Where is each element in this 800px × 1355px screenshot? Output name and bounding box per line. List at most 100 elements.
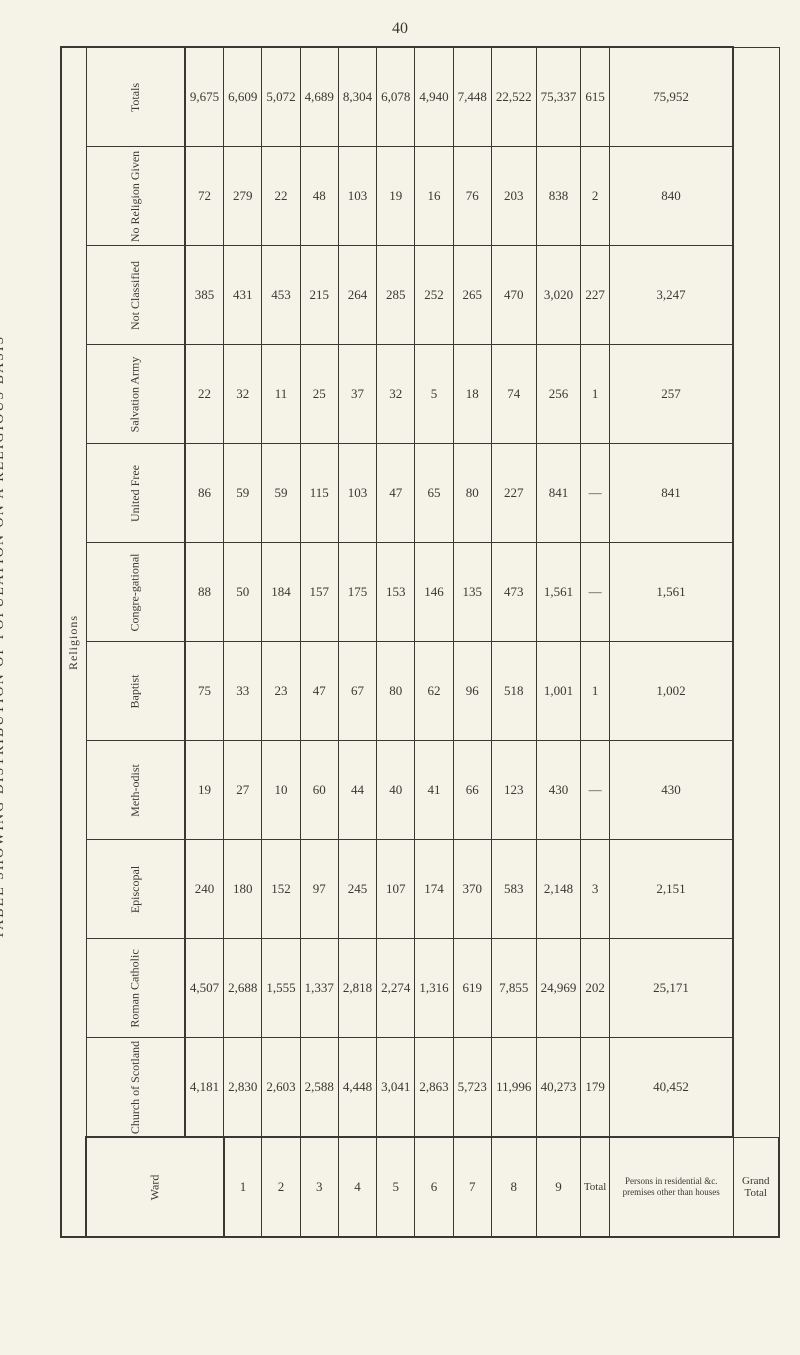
data-cell: 430	[536, 741, 581, 840]
data-cell: 25,171	[609, 939, 733, 1038]
ward-header: Ward	[147, 1174, 162, 1200]
data-cell: 37	[338, 345, 376, 444]
data-cell: 1,001	[536, 642, 581, 741]
data-cell: 97	[300, 840, 338, 939]
congregational-header: Congre-gational	[128, 553, 143, 631]
data-cell: 50	[224, 543, 262, 642]
data-cell: 65	[415, 444, 453, 543]
data-cell: 66	[453, 741, 491, 840]
united-free-header: United Free	[128, 465, 143, 522]
data-cell: 22	[262, 147, 300, 246]
data-cell: 203	[491, 147, 536, 246]
data-cell: 470	[491, 246, 536, 345]
totals-cell: 5,072	[262, 47, 300, 147]
data-cell: 152	[262, 840, 300, 939]
totals-cell: 7,448	[453, 47, 491, 147]
data-cell: 202	[581, 939, 610, 1038]
data-cell: 11,996	[491, 1038, 536, 1138]
data-cell: 103	[338, 444, 376, 543]
data-cell: 3,041	[377, 1038, 415, 1138]
data-cell: 2,603	[262, 1038, 300, 1138]
data-cell: 107	[377, 840, 415, 939]
totals-cell: 75,952	[609, 47, 733, 147]
data-cell: 4,507	[185, 939, 224, 1038]
data-cell: 240	[185, 840, 224, 939]
data-cell: 2,830	[224, 1038, 262, 1138]
data-cell: 184	[262, 543, 300, 642]
data-cell: 115	[300, 444, 338, 543]
data-cell: 2,148	[536, 840, 581, 939]
data-cell: 175	[338, 543, 376, 642]
data-cell: 2,863	[415, 1038, 453, 1138]
data-cell: 74	[491, 345, 536, 444]
data-cell: —	[581, 741, 610, 840]
data-cell: 123	[491, 741, 536, 840]
data-cell: 40	[377, 741, 415, 840]
ward-number: 6	[415, 1137, 453, 1237]
data-cell: 3,247	[609, 246, 733, 345]
totals-header: Totals	[128, 82, 143, 111]
data-cell: 72	[185, 147, 224, 246]
data-cell: 80	[377, 642, 415, 741]
data-cell: 179	[581, 1038, 610, 1138]
data-cell: 180	[224, 840, 262, 939]
roman-catholic-header: Roman Catholic	[128, 949, 143, 1027]
data-cell: —	[581, 444, 610, 543]
data-cell: 22	[185, 345, 224, 444]
data-cell: 841	[536, 444, 581, 543]
data-cell: 840	[609, 147, 733, 246]
population-religion-table: Religions Totals 9,675 6,609 5,072 4,689…	[60, 46, 780, 1238]
salvation-army-header: Salvation Army	[128, 356, 143, 432]
data-cell: 88	[185, 543, 224, 642]
data-cell: 80	[453, 444, 491, 543]
data-cell: 3,020	[536, 246, 581, 345]
data-cell: 76	[453, 147, 491, 246]
ward-number: 4	[338, 1137, 376, 1237]
data-cell: 285	[377, 246, 415, 345]
data-cell: 174	[415, 840, 453, 939]
data-cell: 431	[224, 246, 262, 345]
grand-total-label: Grand Total	[733, 1137, 779, 1237]
data-cell: 146	[415, 543, 453, 642]
data-cell: 2,151	[609, 840, 733, 939]
data-cell: 103	[338, 147, 376, 246]
totals-cell: 75,337	[536, 47, 581, 147]
totals-cell: 4,689	[300, 47, 338, 147]
data-cell: 2,274	[377, 939, 415, 1038]
ward-number: 2	[262, 1137, 300, 1237]
data-cell: 430	[609, 741, 733, 840]
data-cell: 1,561	[609, 543, 733, 642]
totals-cell: 22,522	[491, 47, 536, 147]
data-cell: 47	[377, 444, 415, 543]
data-cell: 86	[185, 444, 224, 543]
data-cell: 1	[581, 345, 610, 444]
data-cell: 48	[300, 147, 338, 246]
no-religion-header: No Religion Given	[128, 150, 143, 241]
data-cell: 2,818	[338, 939, 376, 1038]
data-cell: 370	[453, 840, 491, 939]
data-cell: 60	[300, 741, 338, 840]
data-cell: 27	[224, 741, 262, 840]
data-cell: 2,688	[224, 939, 262, 1038]
data-cell: 40,452	[609, 1038, 733, 1138]
totals-cell: 6,078	[377, 47, 415, 147]
data-cell: 4,181	[185, 1038, 224, 1138]
data-cell: 473	[491, 543, 536, 642]
data-cell: 227	[581, 246, 610, 345]
data-cell: 10	[262, 741, 300, 840]
data-cell: 157	[300, 543, 338, 642]
episcopal-header: Episcopal	[128, 865, 143, 912]
data-cell: 1,002	[609, 642, 733, 741]
data-cell: 256	[536, 345, 581, 444]
totals-cell: 6,609	[224, 47, 262, 147]
totals-cell: 8,304	[338, 47, 376, 147]
data-cell: 24,969	[536, 939, 581, 1038]
totals-cell: 9,675	[185, 47, 224, 147]
data-cell: 1,337	[300, 939, 338, 1038]
ward-number: 7	[453, 1137, 491, 1237]
data-cell: 265	[453, 246, 491, 345]
data-cell: 41	[415, 741, 453, 840]
data-cell: 264	[338, 246, 376, 345]
ward-number: 9	[536, 1137, 581, 1237]
ward-number: 8	[491, 1137, 536, 1237]
